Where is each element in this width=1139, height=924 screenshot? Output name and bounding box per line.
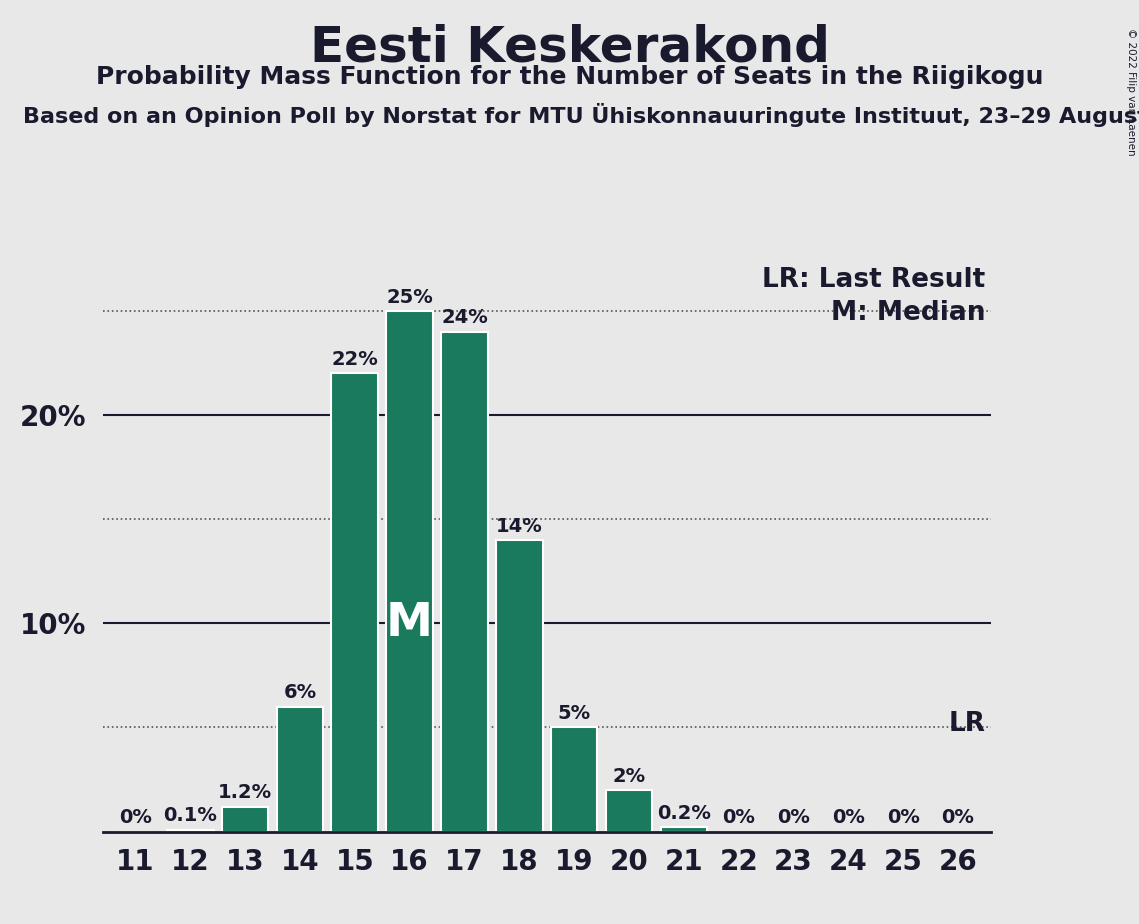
- Text: 0%: 0%: [887, 808, 919, 827]
- Text: 0%: 0%: [777, 808, 810, 827]
- Bar: [606, 790, 653, 832]
- Text: 6%: 6%: [284, 684, 317, 702]
- Bar: [551, 727, 598, 832]
- Text: 2%: 2%: [613, 767, 646, 785]
- Text: 22%: 22%: [331, 350, 378, 369]
- Bar: [495, 540, 542, 832]
- Bar: [222, 807, 269, 832]
- Bar: [441, 332, 487, 832]
- Text: 0%: 0%: [722, 808, 755, 827]
- Text: 0%: 0%: [831, 808, 865, 827]
- Text: Eesti Keskerakond: Eesti Keskerakond: [310, 23, 829, 71]
- Text: 14%: 14%: [495, 517, 542, 536]
- Bar: [331, 373, 378, 832]
- Bar: [661, 827, 707, 832]
- Text: 0%: 0%: [942, 808, 975, 827]
- Text: M: Median: M: Median: [831, 300, 985, 326]
- Text: 5%: 5%: [558, 704, 591, 723]
- Text: Based on an Opinion Poll by Norstat for MTU Ühiskonnauuringute Instituut, 23–29 : Based on an Opinion Poll by Norstat for …: [23, 103, 1139, 128]
- Bar: [167, 830, 213, 832]
- Text: M: M: [386, 601, 433, 646]
- Text: 0.2%: 0.2%: [657, 804, 711, 823]
- Text: 0%: 0%: [118, 808, 151, 827]
- Text: 1.2%: 1.2%: [218, 784, 272, 802]
- Text: Probability Mass Function for the Number of Seats in the Riigikogu: Probability Mass Function for the Number…: [96, 65, 1043, 89]
- Bar: [386, 310, 433, 832]
- Bar: [277, 707, 323, 832]
- Text: LR: Last Result: LR: Last Result: [762, 267, 985, 293]
- Text: 0.1%: 0.1%: [163, 807, 218, 825]
- Text: © 2022 Filip van Laenen: © 2022 Filip van Laenen: [1126, 28, 1136, 155]
- Text: LR: LR: [949, 711, 985, 736]
- Text: 25%: 25%: [386, 287, 433, 307]
- Text: 24%: 24%: [441, 309, 487, 327]
